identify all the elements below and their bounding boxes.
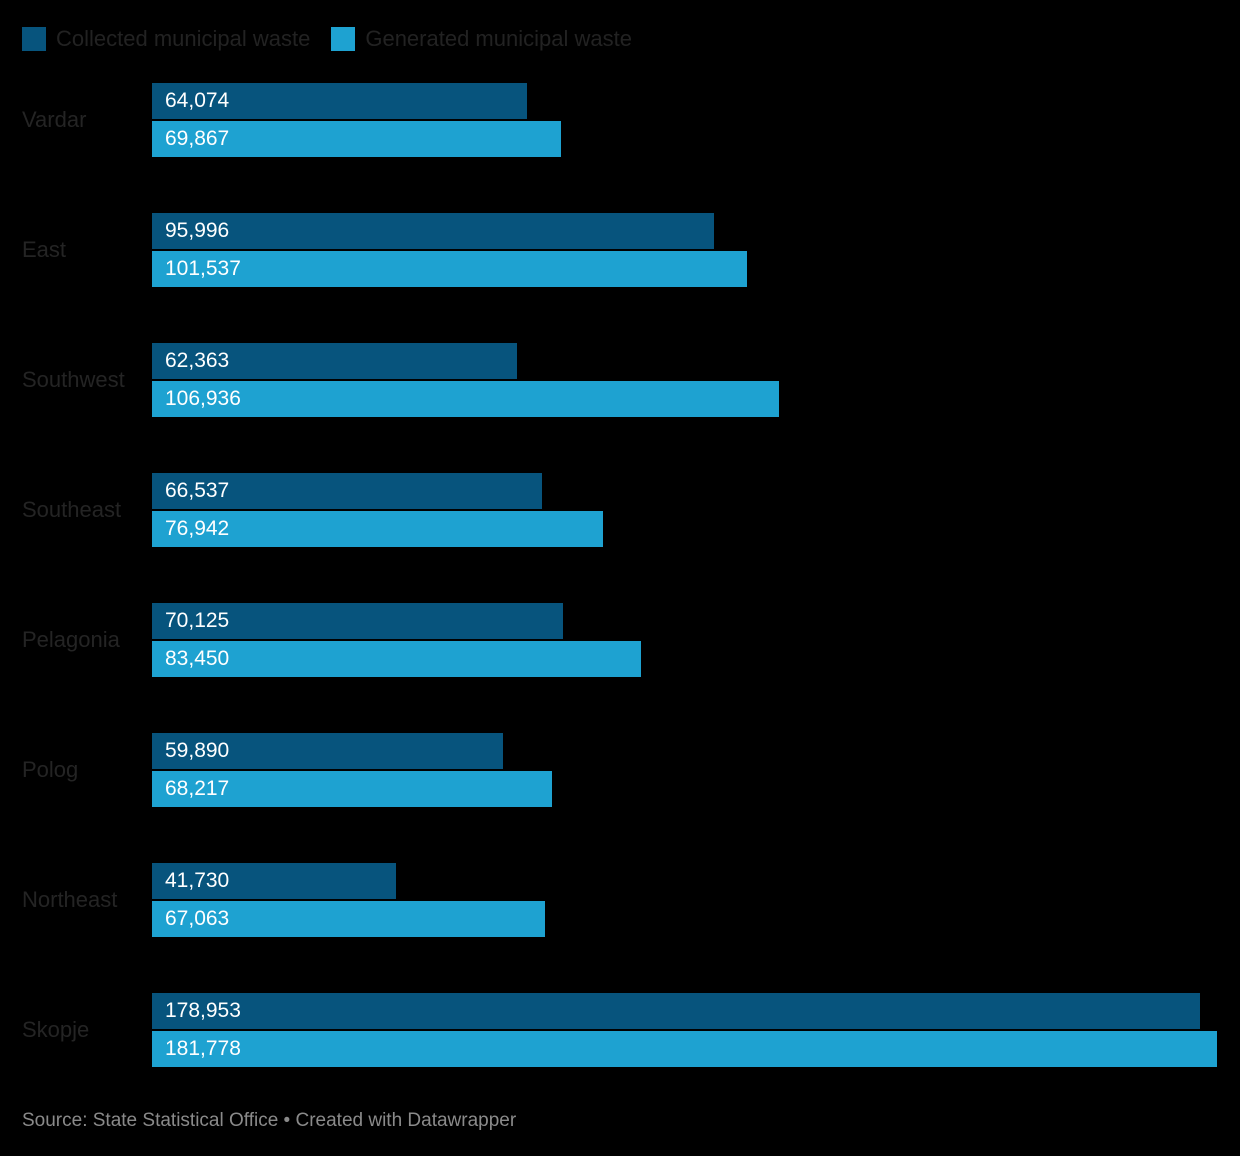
chart-row: Southeast 66,537 76,942 bbox=[0, 445, 1240, 575]
chart-row: Polog 59,890 68,217 bbox=[0, 705, 1240, 835]
bar-group: 41,730 67,063 bbox=[152, 863, 1217, 937]
category-label: Southwest bbox=[22, 367, 125, 392]
bar-group: 62,363 106,936 bbox=[152, 343, 1217, 417]
legend-swatch-collected-icon bbox=[22, 27, 46, 51]
bar-value-label: 76,942 bbox=[165, 517, 230, 540]
category-label: Skopje bbox=[22, 1017, 90, 1042]
bar-collected[interactable]: 62,363 bbox=[152, 343, 518, 379]
category-label: Pelagonia bbox=[22, 627, 120, 652]
bar-value-label: 70,125 bbox=[165, 609, 230, 632]
bar-group: 95,996 101,537 bbox=[152, 213, 1217, 287]
bar-group: 66,537 76,942 bbox=[152, 473, 1217, 547]
bar-collected[interactable]: 41,730 bbox=[152, 863, 397, 899]
chart-row: Southwest 62,363 106,936 bbox=[0, 315, 1240, 445]
source-attribution: Source: State Statistical Office • Creat… bbox=[22, 1110, 517, 1131]
bar-chart: Vardar 64,074 69,867 East 95,996 101,537… bbox=[0, 55, 1240, 1095]
legend: Collected municipal waste Generated muni… bbox=[22, 27, 632, 51]
bar-group: 59,890 68,217 bbox=[152, 733, 1217, 807]
legend-swatch-generated-icon bbox=[331, 27, 356, 51]
category-label: Vardar bbox=[22, 107, 87, 132]
bar-value-label: 181,778 bbox=[165, 1037, 241, 1060]
chart-row: Vardar 64,074 69,867 bbox=[0, 55, 1240, 185]
chart-row: Skopje 178,953 181,778 bbox=[0, 965, 1240, 1095]
bar-group: 64,074 69,867 bbox=[152, 83, 1217, 157]
bar-value-label: 101,537 bbox=[165, 257, 241, 280]
bar-collected[interactable]: 66,537 bbox=[152, 473, 542, 509]
bar-collected[interactable]: 178,953 bbox=[152, 993, 1201, 1029]
legend-label-generated: Generated municipal waste bbox=[365, 26, 632, 51]
bar-generated[interactable]: 106,936 bbox=[152, 381, 779, 417]
bar-generated[interactable]: 76,942 bbox=[152, 511, 603, 547]
chart-row: East 95,996 101,537 bbox=[0, 185, 1240, 315]
bar-collected[interactable]: 59,890 bbox=[152, 733, 503, 769]
bar-value-label: 83,450 bbox=[165, 647, 230, 670]
category-label: Southeast bbox=[22, 497, 122, 522]
bar-value-label: 69,867 bbox=[165, 127, 230, 150]
bar-generated[interactable]: 67,063 bbox=[152, 901, 545, 937]
bar-group: 70,125 83,450 bbox=[152, 603, 1217, 677]
bar-generated[interactable]: 101,537 bbox=[152, 251, 747, 287]
bar-value-label: 67,063 bbox=[165, 907, 230, 930]
bar-value-label: 178,953 bbox=[165, 999, 241, 1022]
chart-row: Northeast 41,730 67,063 bbox=[0, 835, 1240, 965]
category-label: Northeast bbox=[22, 887, 118, 912]
legend-label-collected: Collected municipal waste bbox=[56, 26, 311, 51]
legend-item-collected: Collected municipal waste bbox=[22, 27, 310, 51]
bar-value-label: 68,217 bbox=[165, 777, 230, 800]
bar-collected[interactable]: 95,996 bbox=[152, 213, 715, 249]
category-label: East bbox=[22, 237, 67, 262]
bar-value-label: 64,074 bbox=[165, 89, 230, 112]
bar-value-label: 95,996 bbox=[165, 219, 230, 242]
category-label: Polog bbox=[22, 757, 79, 782]
chart-row: Pelagonia 70,125 83,450 bbox=[0, 575, 1240, 705]
bar-value-label: 66,537 bbox=[165, 479, 230, 502]
bar-generated[interactable]: 69,867 bbox=[152, 121, 562, 157]
bar-value-label: 41,730 bbox=[165, 869, 230, 892]
bar-generated[interactable]: 83,450 bbox=[152, 641, 641, 677]
legend-item-generated: Generated municipal waste bbox=[331, 27, 632, 51]
bar-generated[interactable]: 181,778 bbox=[152, 1031, 1217, 1067]
bar-collected[interactable]: 64,074 bbox=[152, 83, 528, 119]
bar-collected[interactable]: 70,125 bbox=[152, 603, 563, 639]
bar-value-label: 106,936 bbox=[165, 387, 241, 410]
bar-generated[interactable]: 68,217 bbox=[152, 771, 552, 807]
bar-group: 178,953 181,778 bbox=[152, 993, 1217, 1067]
bar-value-label: 62,363 bbox=[165, 349, 230, 372]
bar-value-label: 59,890 bbox=[165, 739, 230, 762]
